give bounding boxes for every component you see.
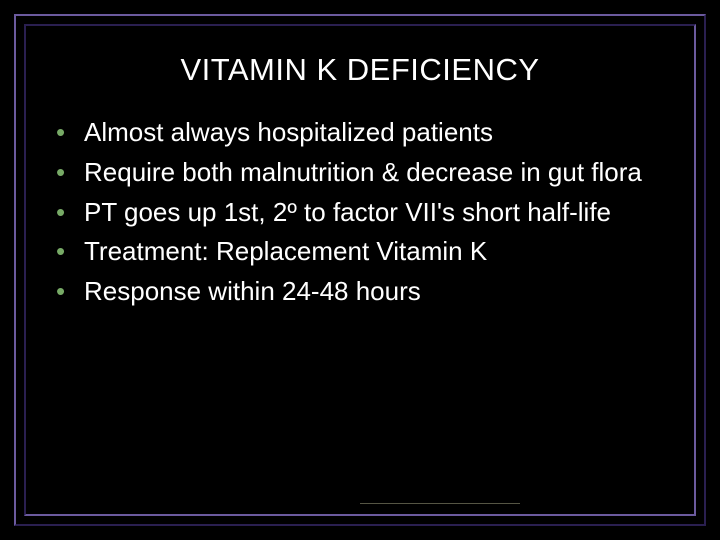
bullet-item: Treatment: Replacement Vitamin K xyxy=(56,235,672,269)
accent-line xyxy=(360,503,520,504)
bullet-item: Response within 24-48 hours xyxy=(56,275,672,309)
slide-title: VITAMIN K DEFICIENCY xyxy=(48,52,672,88)
bullet-item: Require both malnutrition & decrease in … xyxy=(56,156,672,190)
bullet-item: PT goes up 1st, 2º to factor VII's short… xyxy=(56,196,672,230)
slide-content: VITAMIN K DEFICIENCY Almost always hospi… xyxy=(48,52,672,315)
bullet-item: Almost always hospitalized patients xyxy=(56,116,672,150)
bullet-list: Almost always hospitalized patients Requ… xyxy=(48,116,672,309)
